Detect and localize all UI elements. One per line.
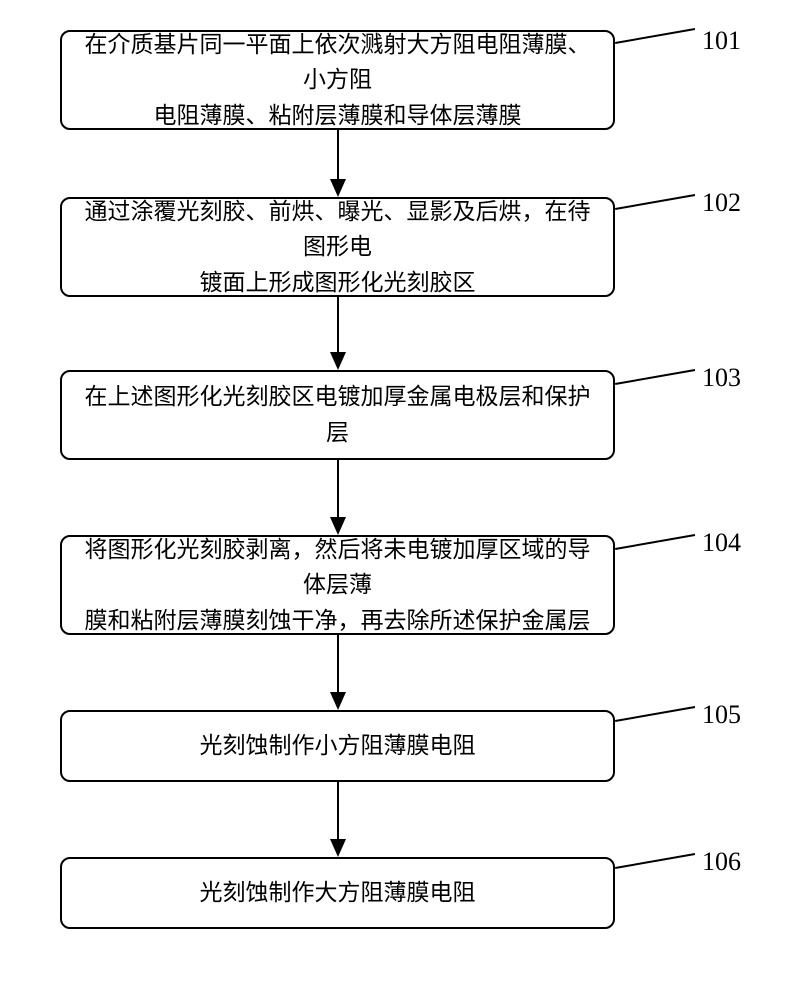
flow-step-text: 光刻蚀制作大方阻薄膜电阻 xyxy=(188,875,488,911)
flow-step-box: 将图形化光刻胶剥离，然后将未电镀加厚区域的导体层薄 膜和粘附层薄膜刻蚀干净，再去… xyxy=(60,535,615,635)
flow-step-box: 光刻蚀制作大方阻薄膜电阻 xyxy=(60,857,615,929)
label-leader-line xyxy=(615,534,695,550)
flow-step-label: 106 xyxy=(702,847,741,877)
flow-step-label: 102 xyxy=(702,188,741,218)
flow-step-label: 105 xyxy=(702,700,741,730)
label-leader-line xyxy=(615,28,695,44)
flow-step-text: 在介质基片同一平面上依次溅射大方阻电阻薄膜、小方阻 电阻薄膜、粘附层薄膜和导体层… xyxy=(62,27,613,134)
flow-arrow xyxy=(322,130,354,197)
flow-arrow xyxy=(322,635,354,710)
flow-step-box: 光刻蚀制作小方阻薄膜电阻 xyxy=(60,710,615,782)
label-leader-line xyxy=(615,194,695,210)
flow-step-label: 103 xyxy=(702,363,741,393)
flow-step-text: 通过涂覆光刻胶、前烘、曝光、显影及后烘，在待图形电 镀面上形成图形化光刻胶区 xyxy=(62,194,613,301)
flowchart-canvas: 在介质基片同一平面上依次溅射大方阻电阻薄膜、小方阻 电阻薄膜、粘附层薄膜和导体层… xyxy=(0,0,793,1000)
flow-step-text: 在上述图形化光刻胶区电镀加厚金属电极层和保护层 xyxy=(62,379,613,450)
flow-arrow xyxy=(322,460,354,535)
flow-step-box: 通过涂覆光刻胶、前烘、曝光、显影及后烘，在待图形电 镀面上形成图形化光刻胶区 xyxy=(60,197,615,297)
flow-step-label: 104 xyxy=(702,528,741,558)
flow-step-text: 将图形化光刻胶剥离，然后将未电镀加厚区域的导体层薄 膜和粘附层薄膜刻蚀干净，再去… xyxy=(62,532,613,639)
flow-arrow xyxy=(322,297,354,370)
flow-step-box: 在上述图形化光刻胶区电镀加厚金属电极层和保护层 xyxy=(60,370,615,460)
label-leader-line xyxy=(615,369,695,385)
label-leader-line xyxy=(615,706,695,722)
flow-step-box: 在介质基片同一平面上依次溅射大方阻电阻薄膜、小方阻 电阻薄膜、粘附层薄膜和导体层… xyxy=(60,30,615,130)
flow-step-text: 光刻蚀制作小方阻薄膜电阻 xyxy=(188,728,488,764)
flow-step-label: 101 xyxy=(702,26,741,56)
flow-arrow xyxy=(322,782,354,857)
label-leader-line xyxy=(615,853,695,869)
